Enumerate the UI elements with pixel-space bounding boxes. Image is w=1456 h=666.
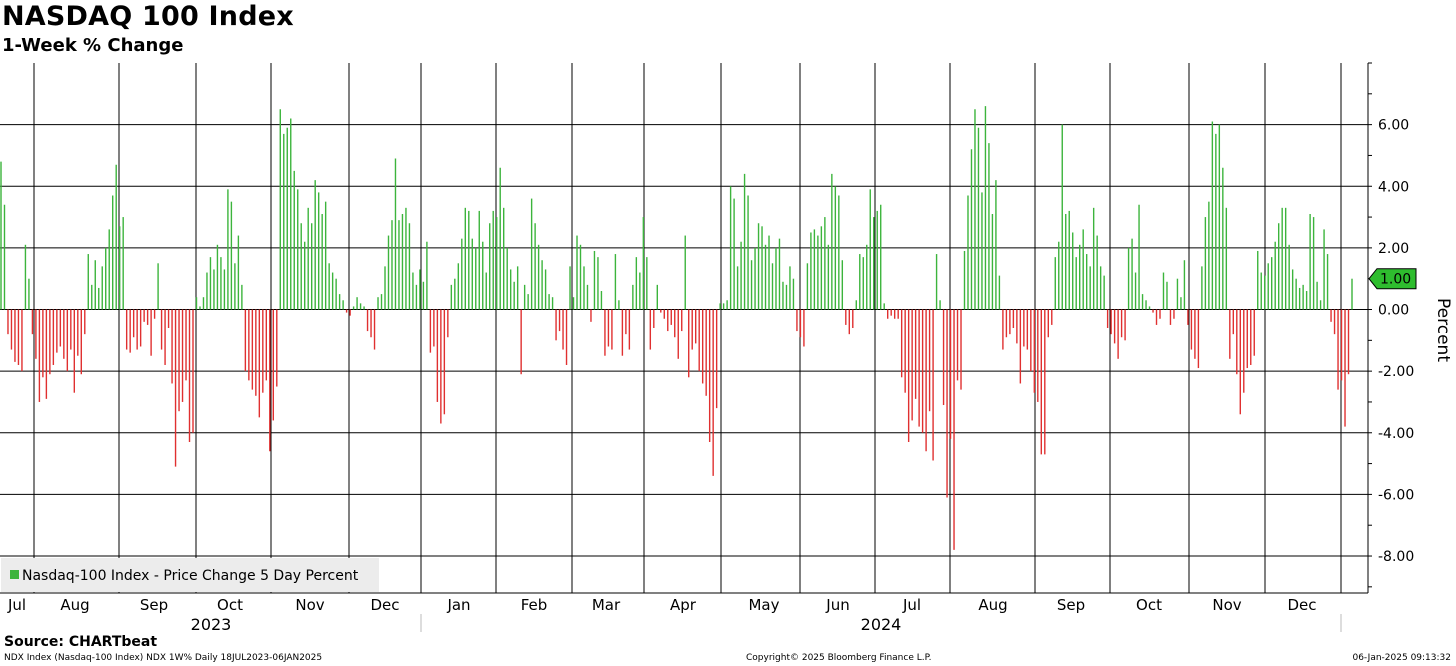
x-month-label: Sep xyxy=(140,596,168,614)
x-month-label: Apr xyxy=(670,596,697,614)
x-year-label: 2023 xyxy=(191,615,232,634)
x-month-label: May xyxy=(748,596,779,614)
y-tick-label: 2.00 xyxy=(1378,241,1409,257)
legend-label: Nasdaq-100 Index - Price Change 5 Day Pe… xyxy=(22,568,359,584)
x-month-label: Jul xyxy=(7,596,26,614)
source-note: Source: CHARTbeat xyxy=(4,634,158,650)
x-month-label: Feb xyxy=(521,596,548,614)
axes: 6.00 4.00 2.00 0.00 -2.00 -4.00 -6.00 -8.00 Jul A… xyxy=(0,62,1414,634)
y-tick-label: -6.00 xyxy=(1378,487,1414,503)
last-value-label: 1.00 xyxy=(1380,272,1411,288)
x-month-label: Oct xyxy=(1136,596,1162,614)
y-tick-label: 6.00 xyxy=(1378,118,1409,134)
footer-copyright: Copyright© 2025 Bloomberg Finance L.P. xyxy=(746,653,932,663)
legend-background xyxy=(1,558,379,592)
last-value-tag: 1.00 xyxy=(1368,268,1417,290)
legend: Nasdaq-100 Index - Price Change 5 Day Pe… xyxy=(1,558,379,592)
x-year-label: 2024 xyxy=(861,615,902,634)
y-tick-label: -4.00 xyxy=(1378,426,1414,442)
bar-series xyxy=(0,106,1353,550)
y-tick-label: 0.00 xyxy=(1378,303,1409,319)
y-tick-label: -2.00 xyxy=(1378,364,1414,380)
x-month-label: Nov xyxy=(1212,596,1241,614)
chart-subtitle: 1-Week % Change xyxy=(2,35,184,56)
x-month-label: Jun xyxy=(825,596,849,614)
legend-swatch xyxy=(10,570,19,579)
x-month-label: Dec xyxy=(370,596,399,614)
y-axis-label: Percent xyxy=(1433,298,1453,362)
y-tick-label: -8.00 xyxy=(1378,549,1414,565)
grid-lines xyxy=(0,63,1368,593)
x-month-label: Mar xyxy=(592,596,621,614)
x-month-label: Aug xyxy=(978,596,1007,614)
footer-timestamp: 06-Jan-2025 09:13:32 xyxy=(1352,653,1451,663)
y-tick-label: 4.00 xyxy=(1378,179,1409,195)
x-month-label: Aug xyxy=(60,596,89,614)
x-month-label: Dec xyxy=(1287,596,1316,614)
chart-title: NASDAQ 100 Index xyxy=(2,1,294,32)
last-value-marker xyxy=(1368,268,1417,290)
x-month-label: Oct xyxy=(217,596,243,614)
x-month-label: Jul xyxy=(902,596,921,614)
x-month-label: Nov xyxy=(295,596,324,614)
footer-series-info: NDX Index (Nasdaq-100 Index) NDX 1W% Dai… xyxy=(4,653,323,663)
x-month-label: Sep xyxy=(1057,596,1085,614)
x-month-label: Jan xyxy=(446,596,470,614)
